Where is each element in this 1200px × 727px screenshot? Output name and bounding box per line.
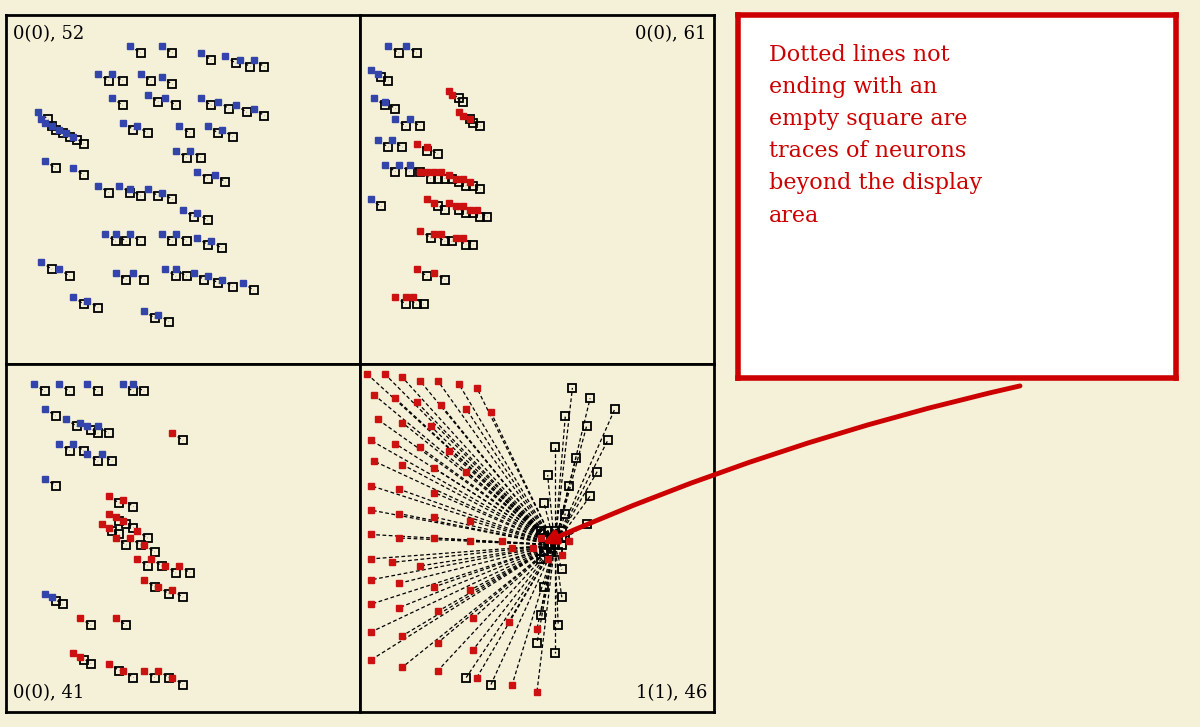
Text: 1(1), 46: 1(1), 46	[636, 684, 707, 702]
Text: 0(0), 52: 0(0), 52	[13, 25, 84, 43]
Text: Dotted lines not
ending with an
empty square are
traces of neurons
beyond the di: Dotted lines not ending with an empty sq…	[769, 44, 982, 227]
Text: 0(0), 41: 0(0), 41	[13, 684, 84, 702]
Text: 0(0), 61: 0(0), 61	[636, 25, 707, 43]
